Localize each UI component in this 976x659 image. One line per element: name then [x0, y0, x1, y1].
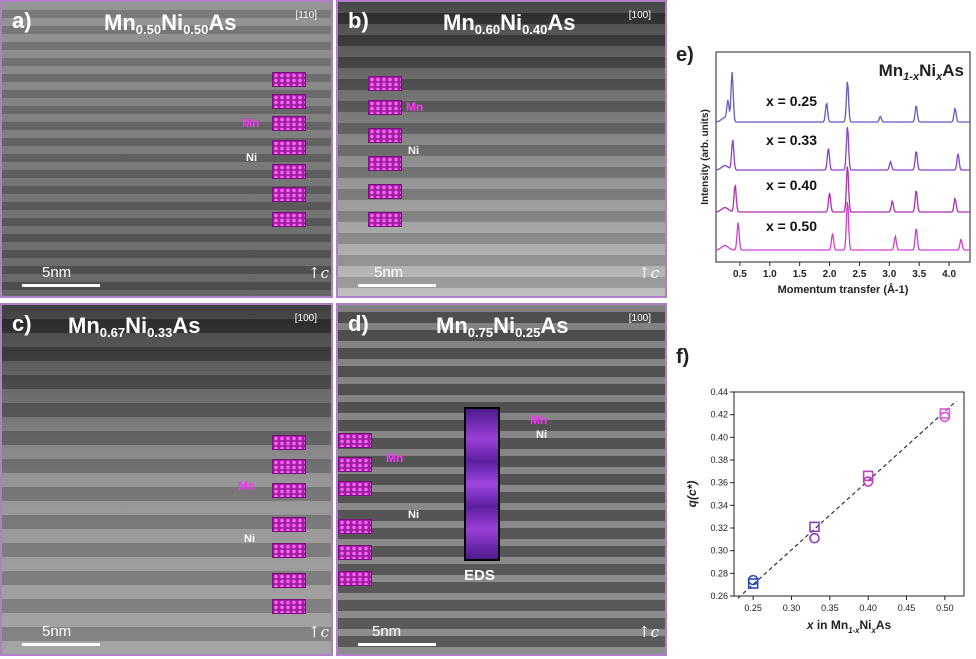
- y-axis-label-f: q(c*): [685, 481, 699, 508]
- x-tick-label-f: 0.25: [744, 603, 762, 613]
- stem-image-panel-b: b) Mn0.60Ni0.40As [100] Mn Ni 5nm ↑c: [336, 0, 667, 298]
- ni-annotation-d: Ni: [408, 509, 419, 521]
- scale-label-c: 5nm: [42, 623, 72, 640]
- x-tick-label-f: 0.35: [821, 603, 839, 613]
- scale-bar-d: [358, 643, 436, 646]
- x-tick-label-e: 4.0: [942, 269, 956, 280]
- chart-e: 0.5 1.0 1.5 2.0 2.5 3.0 3.5 4.0 Momentum transfe…: [700, 51, 971, 296]
- series-trace-3: [715, 166, 970, 213]
- panel-title-d: Mn0.75Ni0.25As: [436, 313, 569, 340]
- stem-image-panel-c: c) Mn0.67Ni0.33As [100] Mn Ni 5nm ↑c: [0, 303, 333, 656]
- y-tick-label-f: 0.42: [710, 410, 728, 420]
- y-tick-label-f: 0.40: [710, 432, 728, 442]
- zone-axis-b: [100]: [628, 10, 651, 21]
- series-label-3: x = 0.40: [766, 177, 817, 193]
- mn-annotation-b: Mn: [406, 100, 424, 114]
- y-tick-label-f: 0.28: [710, 568, 728, 578]
- scale-bar-b: [358, 284, 436, 287]
- scale-label-b: 5nm: [374, 264, 404, 281]
- scale-label-d: 5nm: [372, 623, 402, 640]
- y-tick-label-f: 0.44: [710, 387, 728, 397]
- mn-annotation-d: Mn: [386, 451, 404, 465]
- data-point-circle-4: [809, 532, 820, 544]
- panel-title-b: Mn0.60Ni0.40As: [443, 10, 576, 37]
- panel-title-a: Mn0.50Ni0.50As: [104, 10, 237, 37]
- panel-label-a: a): [12, 8, 32, 33]
- x-axis-label-f: x in Mn1-xNixAs: [806, 618, 892, 635]
- c-axis-b: ↑c: [638, 264, 659, 282]
- data-point-square-3: [809, 521, 820, 533]
- panel-label-b: b): [348, 8, 369, 33]
- y-tick-label-f: 0.26: [710, 591, 728, 601]
- x-tick-label-f: 0.30: [783, 603, 801, 613]
- fit-line-f: [737, 400, 957, 599]
- series-trace-4: [715, 201, 970, 251]
- ni-annotation-a: Ni: [246, 152, 257, 164]
- x-tick-label-f: 0.40: [859, 603, 877, 613]
- chart-label-f: f): [676, 346, 690, 368]
- zone-axis-c: [100]: [294, 313, 317, 324]
- x-tick-label-e: 1.0: [763, 269, 777, 280]
- c-axis-c: ↑c: [308, 623, 329, 641]
- panel-label-c: c): [12, 311, 32, 336]
- x-tick-label-e: 3.0: [882, 269, 896, 280]
- x-tick-label-f: 0.50: [936, 603, 954, 613]
- stem-image-panel-a: a) Mn0.50Ni0.50As [110] Mn Ni 5nm ↑c: [0, 0, 333, 298]
- data-point-circle-2: [747, 574, 759, 586]
- data-point-circle-8: [939, 411, 951, 423]
- plot-frame-e: [715, 51, 971, 263]
- plot-frame-f: [733, 391, 965, 597]
- c-axis-d: ↑c: [638, 623, 659, 641]
- y-tick-label-f: 0.34: [710, 500, 728, 510]
- mn-annotation-c: Mn: [238, 479, 256, 493]
- x-tick-label-e: 1.5: [793, 269, 807, 280]
- series-label-4: x = 0.50: [766, 218, 817, 234]
- ni-annotation-b: Ni: [408, 145, 419, 157]
- x-axis-label-e: Momentum transfer (Å-1): [778, 283, 909, 296]
- data-point-square-5: [862, 470, 874, 482]
- scale-bar-c: [22, 643, 100, 646]
- series-trace-1: [715, 72, 970, 123]
- chart-f: 0.25 0.30 0.35 0.40 0.45 0.50 0.26 0.28 0.30 0.32…: [685, 387, 965, 635]
- series-trace-2: [715, 127, 970, 171]
- stem-image-b: [338, 2, 665, 296]
- panel-title-c: Mn0.67Ni0.33As: [68, 313, 201, 340]
- scale-label-a: 5nm: [42, 264, 72, 281]
- panel-label-d: d): [348, 311, 369, 336]
- stem-image-d: [338, 305, 665, 654]
- mn-annotation-a: Mn: [242, 116, 260, 130]
- x-tick-label-e: 2.5: [852, 269, 866, 280]
- x-tick-label-e: 2.0: [823, 269, 837, 280]
- stem-image-c: [2, 305, 331, 654]
- data-point-square-7: [939, 408, 951, 419]
- series-label-1: x = 0.25: [766, 93, 817, 109]
- zone-axis-d: [100]: [628, 313, 651, 324]
- scale-bar-a: [22, 284, 100, 287]
- eds-label: EDS: [464, 567, 495, 584]
- series-label-2: x = 0.33: [766, 132, 817, 148]
- eds-map: [464, 407, 500, 561]
- c-axis-a: ↑c: [308, 264, 329, 282]
- y-tick-label-f: 0.38: [710, 455, 728, 465]
- data-point-square-1: [747, 578, 759, 589]
- chart-title-e: Mn1-xNixAs: [879, 61, 964, 83]
- y-axis-label-e: Intensity (arb. units): [700, 109, 711, 205]
- mn-annotation-d-2: Mn: [530, 413, 548, 427]
- data-point-circle-6: [862, 476, 874, 487]
- x-tick-label-e: 0.5: [733, 269, 747, 280]
- x-tick-label-f: 0.45: [898, 603, 916, 613]
- x-tick-label-e: 3.5: [912, 269, 926, 280]
- y-tick-label-f: 0.30: [710, 546, 728, 556]
- zone-axis-a: [110]: [295, 10, 318, 21]
- ni-annotation-c: Ni: [244, 533, 255, 545]
- ni-annotation-d-2: Ni: [536, 429, 547, 441]
- chart-label-e: e): [676, 44, 694, 66]
- y-tick-label-f: 0.32: [710, 523, 728, 533]
- y-tick-label-f: 0.36: [710, 478, 728, 488]
- stem-image-panel-d: d) Mn0.75Ni0.25As [100] Mn Ni EDS Mn Ni …: [336, 303, 667, 656]
